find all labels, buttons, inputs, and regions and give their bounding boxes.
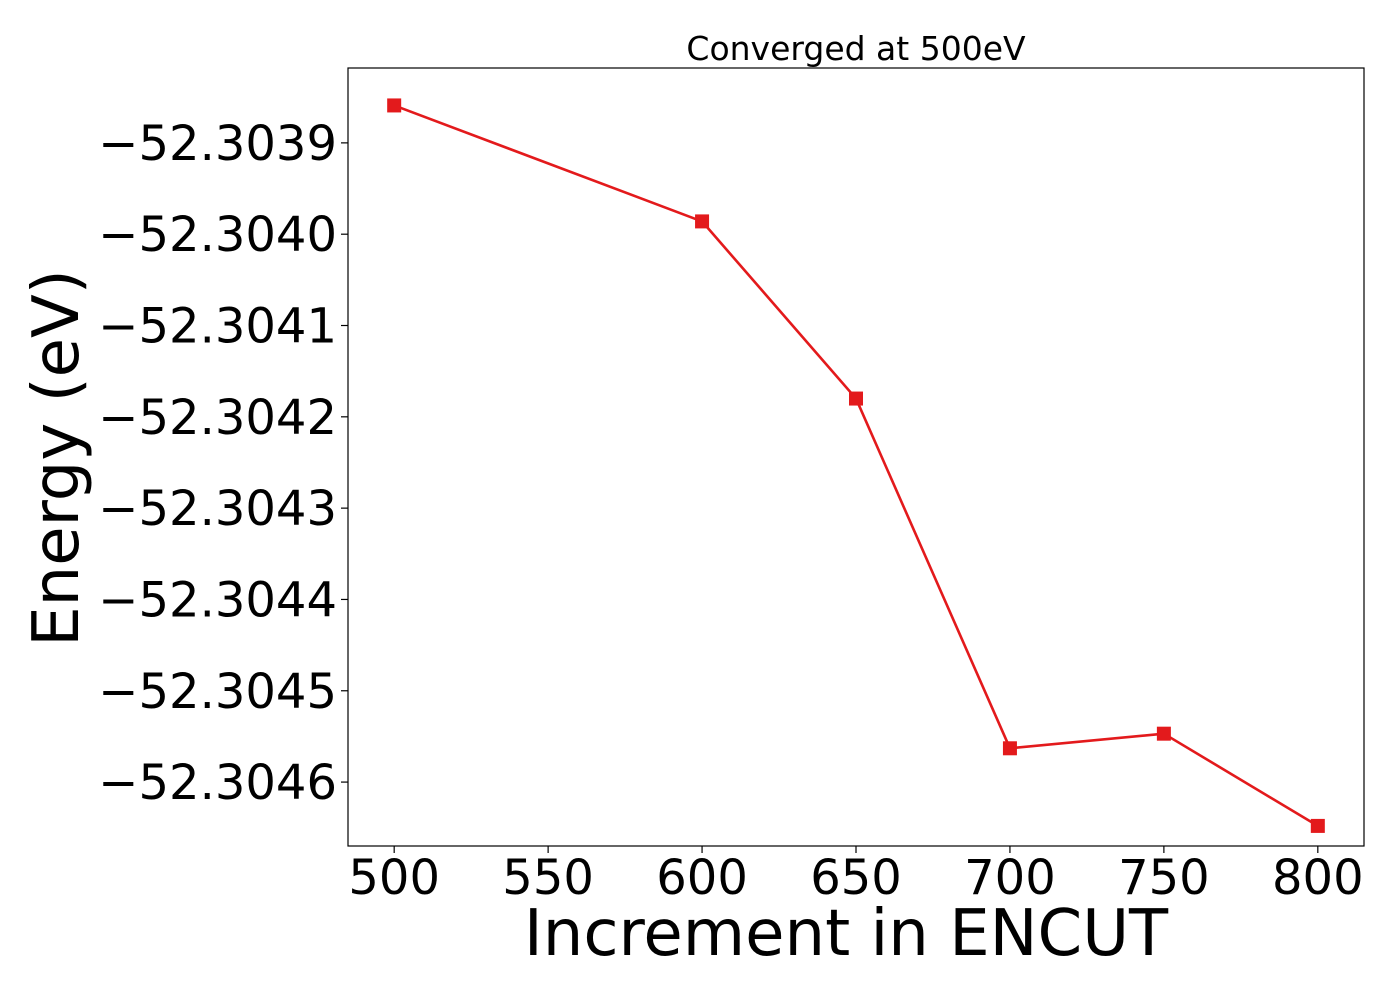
- y-axis-ticks: −52.3039 −52.3040 −52.3041 −52.3042 −52.3043…: [98, 116, 348, 811]
- x-tick-label: 500: [348, 850, 440, 906]
- data-point-marker: [849, 391, 863, 406]
- data-point-marker: [387, 98, 402, 113]
- series-layer: [387, 98, 1325, 833]
- x-tick-label: 550: [502, 850, 594, 906]
- chart-title: Converged at 500eV: [686, 29, 1026, 68]
- y-tick-label: −52.3042: [98, 390, 337, 446]
- data-point-marker: [1310, 818, 1325, 833]
- y-tick-label: −52.3041: [98, 299, 337, 355]
- x-tick-label: 750: [1118, 850, 1210, 906]
- x-axis-ticks: 500 550 600 650 700 750 800: [348, 846, 1364, 906]
- series-line: [393, 104, 1319, 828]
- y-tick-label: −52.3039: [98, 116, 337, 172]
- y-axis-label: Energy (eV): [20, 269, 94, 647]
- plot-area-frame: [347, 67, 1365, 847]
- x-tick-label: 800: [1272, 850, 1364, 906]
- y-tick-label: −52.3044: [98, 572, 337, 628]
- data-point-marker: [695, 214, 710, 229]
- x-tick-label: 650: [810, 850, 902, 906]
- x-tick-label: 700: [964, 850, 1056, 906]
- data-point-marker: [1002, 741, 1017, 756]
- x-tick-label: 600: [656, 850, 748, 906]
- y-tick-label: −52.3043: [98, 481, 337, 537]
- y-tick-label: −52.3045: [98, 664, 337, 720]
- x-axis-label: Increment in ENCUT: [524, 897, 1169, 971]
- y-tick-label: −52.3046: [98, 755, 337, 811]
- y-tick-label: −52.3040: [98, 207, 337, 263]
- data-point-marker: [1156, 726, 1171, 741]
